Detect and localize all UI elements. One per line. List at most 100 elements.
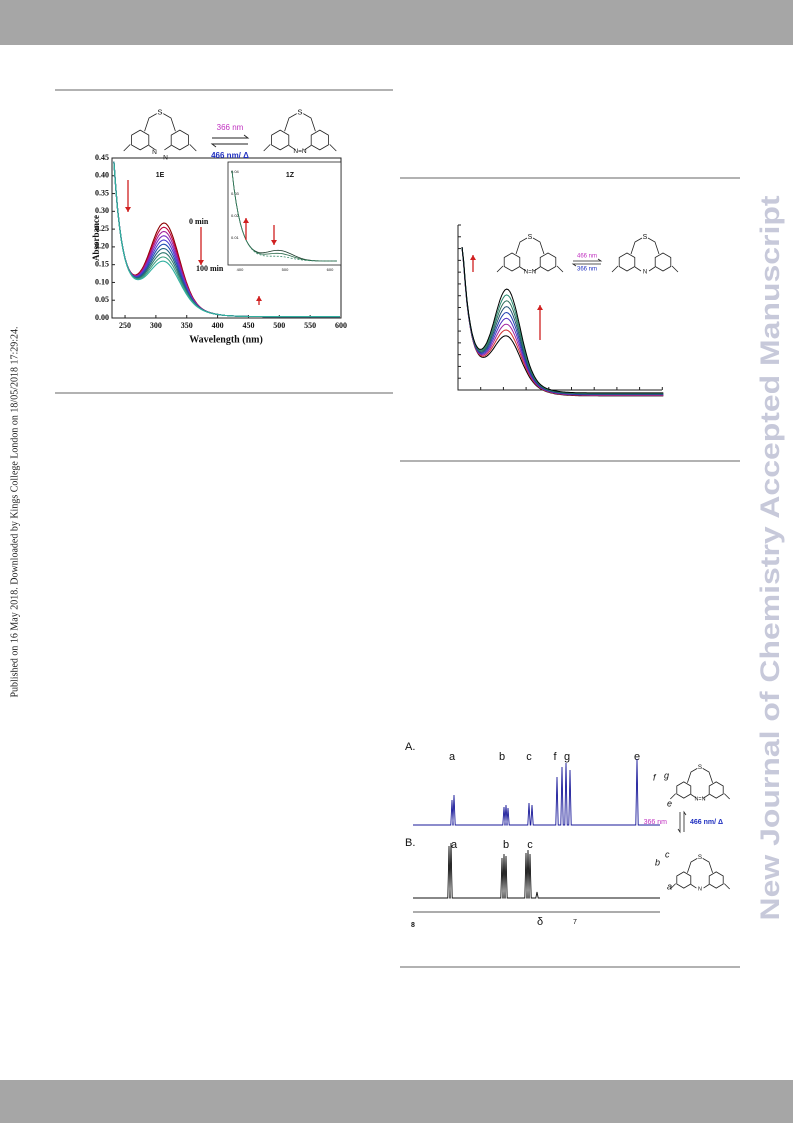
bond: [670, 768, 730, 800]
peak-label: b: [503, 839, 509, 851]
atom-label: N: [163, 154, 168, 161]
peak-label: e: [634, 751, 640, 763]
molecule: [263, 113, 337, 152]
molecule: [123, 113, 197, 152]
molecule: [496, 237, 564, 273]
proton-label: e: [667, 798, 672, 808]
x-tick-label: 450: [242, 321, 254, 330]
peak-label: a: [449, 751, 456, 763]
atom-label: S: [698, 764, 702, 771]
y-tick-label: 0.30: [95, 206, 109, 215]
atom-label: S: [157, 108, 162, 117]
inset-tick-label: 0.02: [231, 213, 240, 218]
spectrum: [461, 246, 664, 395]
spectrum: [113, 161, 340, 318]
axis-tick-label: 7: [573, 919, 577, 926]
inset-frame: [227, 161, 342, 266]
wavelength-label: 366 nm: [577, 267, 597, 273]
x-tick-label: 500: [273, 321, 285, 330]
spectrum: [461, 246, 664, 396]
y-tick-label: 0.20: [95, 242, 109, 251]
panel-label: A.: [405, 741, 415, 753]
arrow-head: [198, 260, 204, 265]
molecule: [611, 237, 679, 273]
arrow-head: [243, 218, 249, 223]
x-tick-label: 350: [181, 321, 193, 330]
time-label: 0 min: [189, 217, 209, 226]
spectrum: [461, 246, 664, 396]
proton-label: f: [653, 772, 657, 782]
atom-label: S: [297, 108, 302, 117]
axis-tick-label: 8: [411, 922, 415, 929]
proton-label: a: [667, 881, 672, 891]
compound-label: 1E: [156, 172, 165, 179]
footer-bar: [0, 1080, 793, 1123]
inset-tick-label: 0.03: [231, 191, 240, 196]
ring: [131, 129, 189, 151]
atom-label: N=N: [524, 270, 536, 276]
atom-label: N=N: [695, 796, 706, 802]
proton-label: c: [665, 849, 670, 859]
ring: [676, 781, 724, 799]
y-tick-label: 0.40: [95, 171, 109, 180]
arrow-head: [537, 305, 543, 310]
plot-axes: [457, 225, 662, 391]
bond: [123, 113, 197, 152]
y-tick-label: 0.00: [95, 313, 109, 322]
ring: [618, 252, 672, 272]
inset-tick-label: 400: [237, 267, 244, 272]
watermark: New Journal of Chemistry Accepted Manusc…: [755, 196, 785, 921]
peak-label: f: [553, 751, 557, 763]
x-tick-label: 600: [335, 321, 347, 330]
atom-label: N: [152, 149, 157, 156]
peak-label: g: [564, 751, 570, 763]
bond: [670, 858, 730, 890]
inset-tick-label: 0.04: [231, 169, 240, 174]
wavelength-label: 466 nm: [577, 254, 597, 260]
molecule: [670, 858, 730, 890]
inset-tick-label: 500: [282, 267, 289, 272]
inset-tick-label: 0.01: [231, 235, 240, 240]
arrow-head: [125, 207, 131, 212]
atom-label: N: [643, 270, 647, 276]
wavelength-label: 466 nm/ Δ: [690, 819, 723, 826]
y-tick-label: 0.05: [95, 295, 109, 304]
spectrum: [461, 246, 664, 397]
x-tick-label: 550: [304, 321, 316, 330]
spectrum: [461, 246, 664, 394]
figures: 0.45 0.40 0.35 0.30 0.25 0.20 0.15 0.10 0.05 0.00…: [91, 108, 730, 929]
equilibrium-arrow: [571, 258, 603, 267]
equilibrium-arrow: [210, 134, 250, 148]
x-tick-label: 300: [150, 321, 162, 330]
atom-label: N=N: [293, 148, 307, 155]
axis-label: δ: [537, 916, 543, 928]
compound-label: 1Z: [286, 172, 295, 179]
y-tick-label: 0.10: [95, 277, 109, 286]
nmr-spectrum: [413, 842, 660, 899]
spectrum: [461, 246, 664, 395]
y-tick-label: 0.15: [95, 259, 109, 268]
spectrum: [461, 246, 664, 394]
atom-label: S: [528, 234, 533, 241]
axis-label: Absorbance: [91, 215, 101, 261]
y-tick-label: 0.35: [95, 188, 109, 197]
x-tick-label: 400: [212, 321, 224, 330]
spectrum: [461, 246, 664, 396]
molecule: [670, 768, 730, 800]
arrow-head: [256, 296, 262, 301]
wavelength-label: 366 nm: [644, 819, 668, 826]
proton-label: b: [655, 857, 660, 867]
axis-label: Wavelength (nm): [189, 334, 263, 345]
publication-notice: Published on 16 May 2018. Downloaded by …: [9, 326, 20, 697]
header-bar: [0, 0, 793, 45]
atom-label: S: [698, 854, 702, 861]
peak-label: a: [451, 839, 458, 851]
peak-label: c: [527, 839, 533, 851]
atom-label: S: [643, 234, 648, 241]
bond: [611, 237, 679, 273]
ring: [676, 871, 724, 889]
nmr-spectrum: [413, 758, 660, 826]
ring: [503, 252, 557, 272]
bond: [496, 237, 564, 273]
peak-label: c: [526, 751, 532, 763]
